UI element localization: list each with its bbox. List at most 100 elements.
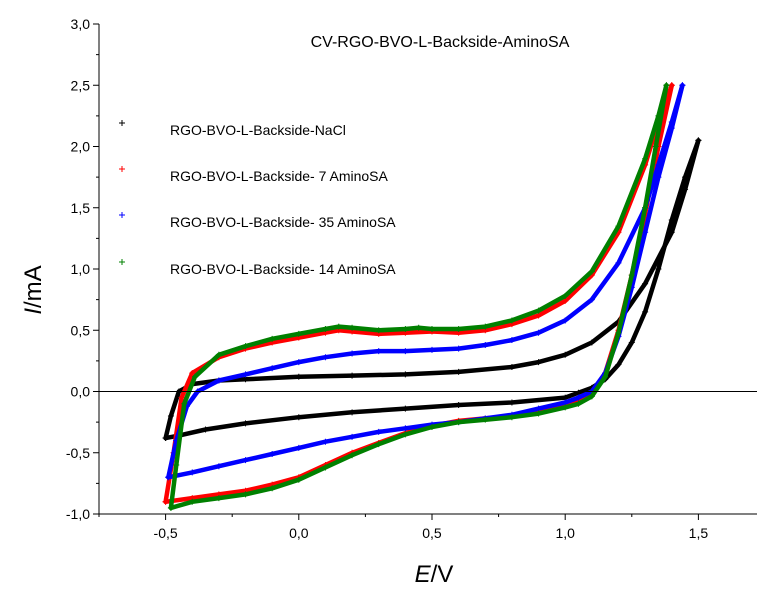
- x-axis-title: E/V: [415, 561, 454, 588]
- data-point: [349, 324, 356, 331]
- y-tick-label: 0,0: [71, 384, 91, 400]
- y-tick-label: 2,0: [71, 139, 91, 155]
- data-point: [189, 469, 196, 476]
- data-point: [173, 462, 180, 468]
- data-point: [375, 428, 382, 435]
- x-axis-title-italic: E: [415, 561, 432, 588]
- data-point: [162, 435, 169, 442]
- data-point: [663, 82, 670, 89]
- data-point: [295, 444, 302, 451]
- data-point: [535, 307, 542, 314]
- data-point: [402, 425, 409, 432]
- series-forward-sweep: [166, 83, 685, 480]
- data-point: [482, 323, 489, 330]
- data-point: [349, 409, 356, 416]
- data-point: [242, 371, 249, 378]
- legend-marker: [119, 166, 125, 172]
- y-axis-title-italic: I: [20, 308, 47, 315]
- legend-label: RGO-BVO-L-Backside-NaCl: [170, 122, 346, 138]
- data-point: [535, 329, 542, 336]
- data-point: [349, 452, 356, 459]
- data-point: [269, 335, 276, 342]
- data-point: [455, 326, 462, 333]
- data-point: [508, 364, 515, 370]
- data-point: [588, 339, 595, 346]
- series-forward-sweep: [163, 138, 701, 441]
- legend-marker: [119, 212, 125, 218]
- data-point: [588, 268, 595, 275]
- data-point: [655, 174, 662, 181]
- data-point: [178, 394, 185, 401]
- legend-label: RGO-BVO-L-Backside- 7 AminoSA: [170, 168, 389, 184]
- data-point: [455, 368, 462, 375]
- data-point: [202, 426, 209, 433]
- y-tick-label: -0,5: [66, 445, 90, 461]
- y-tick-label: 3,0: [71, 16, 91, 32]
- data-point: [562, 317, 569, 324]
- data-point: [508, 337, 515, 344]
- data-point: [189, 498, 196, 505]
- data-point: [668, 229, 675, 236]
- legend-label: RGO-BVO-L-Backside- 35 AminoSA: [170, 214, 396, 230]
- data-point: [402, 405, 409, 412]
- axis-ticks: -1,0 -0,5 0,0 0,5 1,0 1,5 2,0 2,5 3,0 -0,5 0,0 0,5 1…: [66, 16, 708, 541]
- legend: RGO-BVO-L-Backside-NaCl RGO-BVO-L-Backsid…: [119, 120, 396, 277]
- series-reverse-sweep: [163, 138, 701, 441]
- data-point: [402, 431, 409, 438]
- data-point: [181, 400, 188, 407]
- y-tick-label: 1,5: [71, 200, 91, 216]
- data-point: [655, 112, 662, 119]
- data-point: [322, 464, 329, 471]
- data-point: [508, 414, 515, 421]
- data-point: [191, 373, 198, 380]
- data-point: [295, 330, 302, 337]
- data-point: [162, 498, 169, 505]
- data-point: [415, 324, 422, 331]
- data-point: [682, 186, 689, 193]
- x-tick-label: 0,5: [422, 525, 442, 541]
- data-point: [167, 504, 174, 511]
- data-point: [482, 341, 489, 348]
- y-tick-label: 2,5: [71, 77, 91, 93]
- data-point: [588, 393, 595, 400]
- legend-label: RGO-BVO-L-Backside- 14 AminoSA: [170, 261, 396, 277]
- data-point: [562, 351, 569, 358]
- series-3: [167, 82, 670, 511]
- data-point: [165, 474, 172, 481]
- data-point: [588, 296, 595, 303]
- data-point: [242, 420, 249, 427]
- data-point: [535, 410, 542, 417]
- data-point: [215, 463, 222, 470]
- data-point: [668, 82, 675, 89]
- y-tick-label: 0,5: [71, 322, 91, 338]
- data-point: [615, 223, 622, 230]
- data-point: [269, 485, 276, 492]
- data-point: [668, 217, 675, 223]
- x-axis-title-rest: /V: [431, 561, 454, 588]
- data-point: [322, 438, 329, 445]
- legend-marker: [119, 259, 125, 265]
- data-point: [295, 476, 302, 483]
- data-point: [682, 174, 689, 181]
- data-point: [655, 161, 662, 168]
- data-point: [695, 137, 702, 144]
- data-point: [628, 272, 635, 279]
- data-point: [402, 348, 409, 355]
- data-point: [482, 416, 489, 423]
- data-point: [269, 450, 276, 457]
- data-point: [455, 401, 462, 408]
- y-tick-label: -1,0: [66, 506, 90, 522]
- data-point: [575, 394, 582, 401]
- data-point: [402, 326, 409, 333]
- data-point: [652, 143, 659, 150]
- data-point: [322, 354, 329, 361]
- data-point: [215, 351, 222, 358]
- data-point: [349, 372, 356, 379]
- data-point: [242, 343, 249, 350]
- data-point: [349, 433, 356, 440]
- data-point: [562, 404, 569, 411]
- data-point: [242, 491, 249, 498]
- data-point: [455, 345, 462, 352]
- data-point: [642, 280, 649, 287]
